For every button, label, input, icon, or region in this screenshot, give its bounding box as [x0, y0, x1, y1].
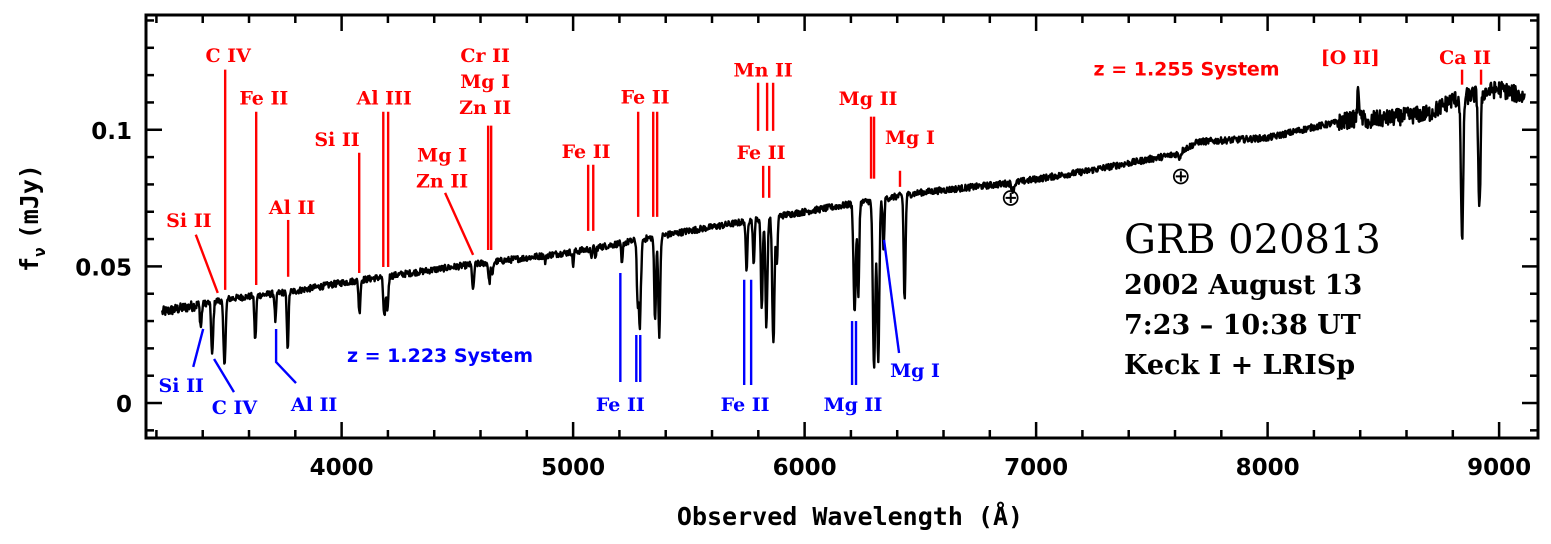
line-marker	[761, 165, 771, 198]
spectrum-layer	[161, 80, 1526, 369]
marker-label: Mn II	[734, 60, 793, 82]
line-marker	[636, 111, 659, 217]
marker-label: Cr II	[460, 45, 510, 67]
spectrum-line	[161, 80, 1526, 369]
axes: 4000 5000 6000 7000 8000 9000 0 0.05 0.1	[75, 13, 1540, 481]
line-marker	[742, 279, 753, 385]
x-tick-label: 9000	[1467, 455, 1531, 481]
info-instrument: Keck I + LRISp	[1124, 350, 1355, 381]
marker-label: Mg I	[460, 71, 510, 93]
line-marker	[869, 116, 876, 179]
marker-label: Al II	[290, 394, 337, 416]
x-axis-title: Observed Wavelength (Å)	[677, 502, 1023, 531]
y-axis-title: fν (mJy)	[15, 164, 49, 272]
line-marker	[274, 328, 297, 384]
svg-text:fν(mJy): fν (mJy)	[15, 164, 49, 272]
line-marker	[192, 328, 205, 368]
system-1-223	[192, 239, 901, 393]
system-1-255	[194, 69, 1483, 294]
marker-label: Fe II	[621, 87, 670, 109]
marker-label: Mg I	[885, 127, 935, 149]
line-marker	[1460, 69, 1483, 85]
x-tick-label: 6000	[773, 455, 837, 481]
marker-label: Al III	[356, 87, 412, 109]
marker-label: Si II	[159, 375, 204, 397]
marker-leader	[882, 239, 901, 354]
line-marker	[756, 82, 775, 131]
line-marker	[882, 239, 901, 354]
annotations: Observed Wavelength (Å) fν (mJy) GRB 0208…	[15, 45, 1491, 531]
line-markers	[192, 69, 1483, 393]
line-marker	[486, 125, 493, 250]
y-axis-title-sub: ν	[30, 247, 49, 257]
x-tick-label: 8000	[1236, 455, 1300, 481]
y-axis-title-main: f	[15, 257, 44, 272]
marker-label: Mg I	[417, 145, 467, 167]
x-tick-label: 5000	[541, 455, 605, 481]
marker-label: Fe II	[737, 142, 786, 164]
marker-label: Fe II	[721, 394, 770, 416]
marker-label: Ca II	[1439, 47, 1491, 69]
marker-label: Fe II	[239, 87, 288, 109]
marker-label: Zn II	[416, 171, 468, 193]
line-marker	[586, 164, 595, 231]
telluric-icon: ⊕	[1001, 184, 1021, 212]
x-tick-label: 4000	[310, 455, 374, 481]
marker-label: Fe II	[596, 394, 645, 416]
marker-leader	[213, 358, 235, 393]
plot-frame	[144, 13, 1540, 440]
line-marker	[444, 192, 475, 256]
line-marker	[213, 358, 235, 393]
marker-label: C IV	[212, 397, 259, 419]
y-tick-label: 0	[116, 392, 132, 418]
marker-leader	[274, 328, 297, 384]
x-tick-label: 7000	[1004, 455, 1068, 481]
y-axis-title-unit: (mJy)	[15, 164, 44, 239]
marker-leader	[194, 234, 219, 294]
marker-label: Fe II	[562, 141, 611, 163]
marker-label: Zn II	[459, 97, 511, 119]
info-time: 7:23 – 10:38 UT	[1124, 310, 1361, 341]
info-object-name: GRB 020813	[1124, 217, 1381, 263]
marker-label: Mg I	[890, 360, 940, 382]
marker-label: [O II]	[1321, 47, 1380, 69]
marker-label: C IV	[205, 45, 252, 67]
line-marker	[850, 321, 858, 385]
marker-leader	[444, 192, 475, 256]
marker-label: Al II	[268, 197, 315, 219]
info-date: 2002 August 13	[1124, 270, 1362, 301]
line-marker	[194, 234, 219, 294]
marker-label: Mg II	[839, 88, 898, 110]
marker-label: Si II	[166, 210, 211, 232]
marker-leader	[192, 328, 205, 368]
line-marker	[635, 334, 642, 382]
line-marker	[382, 111, 390, 267]
system-label: z = 1.223 System	[347, 345, 533, 367]
telluric-icon: ⊕	[1171, 162, 1191, 190]
marker-label: Mg II	[824, 394, 883, 416]
system-label: z = 1.255 System	[1094, 58, 1280, 80]
marker-label: Si II	[314, 129, 359, 151]
y-tick-label: 0.05	[75, 255, 132, 281]
y-tick-label: 0.1	[91, 119, 132, 145]
